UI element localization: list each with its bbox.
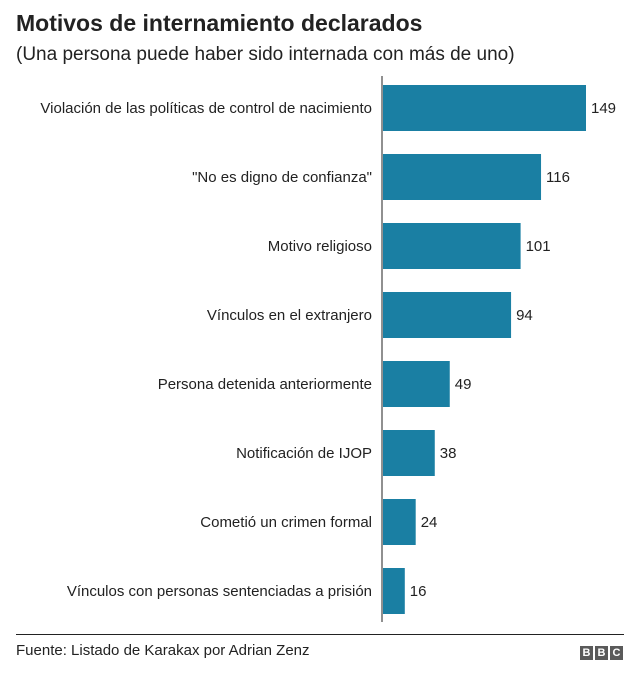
bar bbox=[383, 499, 416, 545]
bar bbox=[383, 568, 405, 614]
category-label: "No es digno de confianza" bbox=[192, 169, 372, 186]
bar bbox=[383, 85, 586, 131]
chart-subtitle: (Una persona puede haber sido internada … bbox=[16, 44, 515, 65]
value-label: 16 bbox=[410, 583, 427, 600]
bar bbox=[383, 430, 435, 476]
value-label: 38 bbox=[440, 445, 457, 462]
category-label: Cometió un crimen formal bbox=[200, 514, 372, 531]
bbc-logo-letter: C bbox=[610, 646, 623, 660]
value-label: 94 bbox=[516, 307, 533, 324]
category-label: Vínculos en el extranjero bbox=[207, 307, 372, 324]
source-note: Fuente: Listado de Karakax por Adrian Ze… bbox=[16, 642, 310, 659]
bar bbox=[383, 154, 542, 200]
category-label: Notificación de IJOP bbox=[236, 445, 372, 462]
bar bbox=[383, 361, 450, 407]
value-label: 101 bbox=[526, 238, 551, 255]
bbc-logo-letter: B bbox=[580, 646, 593, 660]
category-label: Violación de las políticas de control de… bbox=[40, 100, 372, 117]
bar bbox=[383, 292, 512, 338]
bar-chart: Violación de las políticas de control de… bbox=[40, 76, 616, 622]
value-label: 116 bbox=[546, 169, 570, 186]
chart-title: Motivos de internamiento declarados bbox=[16, 10, 423, 36]
value-label: 49 bbox=[455, 376, 472, 393]
bar bbox=[383, 223, 521, 269]
category-label: Persona detenida anteriormente bbox=[158, 376, 372, 393]
value-label: 149 bbox=[591, 100, 616, 117]
category-label: Vínculos con personas sentenciadas a pri… bbox=[67, 583, 372, 600]
bbc-logo-letter: B bbox=[595, 646, 608, 660]
value-label: 24 bbox=[421, 514, 438, 531]
category-label: Motivo religioso bbox=[268, 238, 372, 255]
bbc-logo: B B C bbox=[580, 646, 623, 660]
footer-divider bbox=[16, 634, 624, 635]
